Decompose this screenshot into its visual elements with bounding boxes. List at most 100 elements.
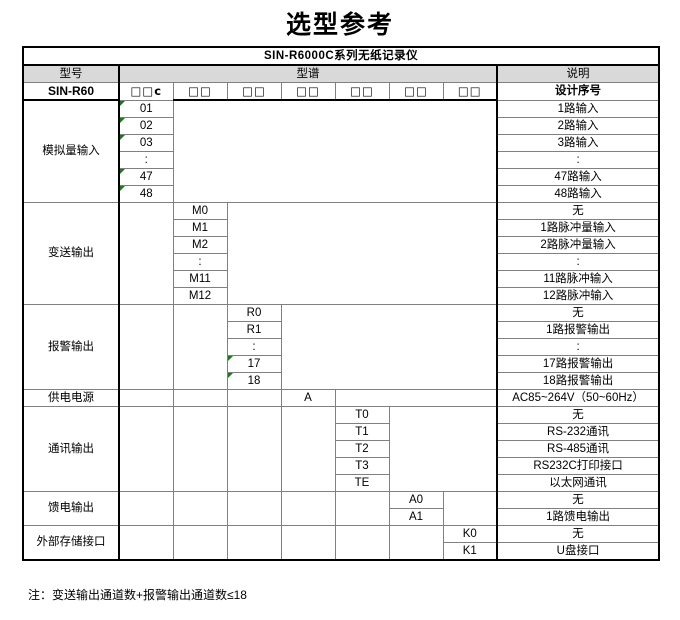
spacer-cell: [280, 303, 498, 390]
code-cell-3-1: R0: [226, 303, 282, 322]
group-label-7: 外部存储接口: [22, 524, 120, 560]
model-code: SIN-R60: [22, 82, 120, 101]
spec-row: 变送输出 M0 无: [22, 201, 660, 305]
table-header-row: 型号 型谱 说明: [22, 64, 660, 83]
description-cell-6-1: 无: [496, 490, 660, 509]
code-cell-6-2: A1: [388, 507, 444, 526]
placeholder-cell-6: □□: [388, 82, 444, 101]
description-cell-1-1: 1路输入: [496, 99, 660, 118]
description-cell-3-3: :: [496, 337, 660, 356]
description-cell-1-4: :: [496, 150, 660, 169]
code-cell-2-3: M2: [172, 235, 228, 254]
description-cell-5-4: RS232C打印接口: [496, 456, 660, 475]
description-cell-1-5: 47路输入: [496, 167, 660, 186]
description-cell-1-2: 2路输入: [496, 116, 660, 135]
group-label-3: 报警输出: [22, 303, 120, 390]
spec-row: A1 1路馈电输出: [23, 507, 660, 526]
description-cell-5-1: 无: [496, 405, 660, 424]
description-cell-3-2: 1路报警输出: [496, 320, 660, 339]
table-note: 注：变送输出通道数+报警输出通道数≤18: [28, 588, 247, 602]
description-cell-7-1: 无: [496, 524, 660, 543]
placeholder-cell-3: □□: [226, 82, 282, 101]
spec-table-wrapper: SIN-R6000C系列无纸记录仪 型号 型谱 说明 SIN-R60 □□c □□ □□ □□ □…: [21, 46, 661, 561]
spec-row: 馈电输出 A0 无: [22, 490, 660, 526]
code-cell-5-2: T1: [334, 422, 390, 441]
spec-row: M12 12路脉冲输入: [23, 286, 660, 305]
spec-row: T3 RS232C打印接口: [23, 456, 660, 475]
spacer-cell: [226, 405, 282, 492]
selection-spec-table: SIN-R6000C系列无纸记录仪 型号 型谱 说明 SIN-R60 □□c □□ □□ □□ □…: [21, 46, 661, 561]
spec-row: 供电电源 A AC85~264V（50~60Hz）: [22, 388, 660, 407]
code-cell-1-4: :: [118, 150, 174, 169]
spacer-cell: [172, 405, 228, 492]
description-cell-5-2: RS-232通讯: [496, 422, 660, 441]
description-cell-2-4: :: [496, 252, 660, 271]
spec-row: 03 3路输入: [23, 133, 660, 152]
code-cell-1-2: 02: [118, 116, 174, 135]
code-cell-3-2: R1: [226, 320, 282, 339]
description-cell-2-3: 2路脉冲量输入: [496, 235, 660, 254]
spacer-cell: [118, 388, 174, 407]
spacer-cell: [172, 388, 228, 407]
code-cell-7-1: K0: [442, 524, 498, 543]
description-cell-4-1: AC85~264V（50~60Hz）: [496, 388, 660, 407]
spacer-cell: [226, 490, 282, 526]
description-cell-2-2: 1路脉冲量输入: [496, 218, 660, 237]
model-row-description: 设计序号: [496, 82, 660, 101]
spacer-cell: [226, 388, 282, 407]
spacer-cell: [334, 524, 390, 560]
code-cell-2-5: M11: [172, 269, 228, 288]
spec-row: 02 2路输入: [23, 116, 660, 135]
code-cell-7-2: K1: [442, 541, 498, 560]
description-cell-3-5: 18路报警输出: [496, 371, 660, 390]
table-caption: SIN-R6000C系列无纸记录仪: [21, 46, 661, 66]
description-cell-2-1: 无: [496, 201, 660, 220]
group-label-1: 模拟量输入: [22, 99, 120, 203]
spacer-cell: [334, 490, 390, 526]
code-cell-2-2: M1: [172, 218, 228, 237]
spacer-cell: [280, 490, 336, 526]
code-cell-1-5: 47: [118, 167, 174, 186]
code-cell-2-1: M0: [172, 201, 228, 220]
code-cell-4-1: A: [280, 388, 336, 407]
spacer-cell: [442, 490, 498, 526]
spacer-cell: [280, 524, 336, 560]
spacer-cell: [334, 388, 498, 407]
model-code-row: SIN-R60 □□c □□ □□ □□ □□ □□ □□ 设计序号: [22, 82, 660, 101]
spacer-cell: [118, 490, 174, 526]
spec-row: 模拟量输入 01 1路输入: [22, 99, 660, 203]
header-description: 说明: [496, 64, 660, 83]
description-cell-7-2: U盘接口: [496, 541, 660, 560]
spec-row: M1 1路脉冲量输入: [23, 218, 660, 237]
placeholder-cell-4: □□: [280, 82, 336, 101]
spec-row: 18 18路报警输出: [23, 371, 660, 390]
spacer-cell: [280, 405, 336, 492]
code-cell-3-4: 17: [226, 354, 282, 373]
description-cell-5-3: RS-485通讯: [496, 439, 660, 458]
group-label-6: 馈电输出: [22, 490, 120, 526]
spec-row: 通讯输出 T0 无: [22, 405, 660, 492]
spec-row: 外部存储接口 K0 无: [22, 524, 660, 560]
spec-row: T2 RS-485通讯: [23, 439, 660, 458]
placeholder-cell-7: □□: [442, 82, 498, 101]
spacer-cell: [118, 201, 174, 305]
spacer-cell: [118, 303, 174, 390]
description-cell-5-5: 以太网通讯: [496, 473, 660, 492]
code-cell-2-6: M12: [172, 286, 228, 305]
description-cell-1-3: 3路输入: [496, 133, 660, 152]
code-cell-5-1: T0: [334, 405, 390, 424]
group-label-2: 变送输出: [22, 201, 120, 305]
page-title: 选型参考: [285, 11, 394, 39]
code-cell-3-5: 18: [226, 371, 282, 390]
code-cell-5-4: T3: [334, 456, 390, 475]
spacer-cell: [118, 405, 174, 492]
code-cell-5-5: TE: [334, 473, 390, 492]
spec-row: 48 48路输入: [23, 184, 660, 203]
description-cell-2-5: 11路脉冲输入: [496, 269, 660, 288]
spacer-cell: [226, 524, 282, 560]
spec-row: ::: [23, 150, 660, 169]
code-cell-1-6: 48: [118, 184, 174, 203]
description-cell-2-6: 12路脉冲输入: [496, 286, 660, 305]
spacer-cell: [172, 524, 228, 560]
placeholder-cell-2: □□: [172, 82, 228, 101]
